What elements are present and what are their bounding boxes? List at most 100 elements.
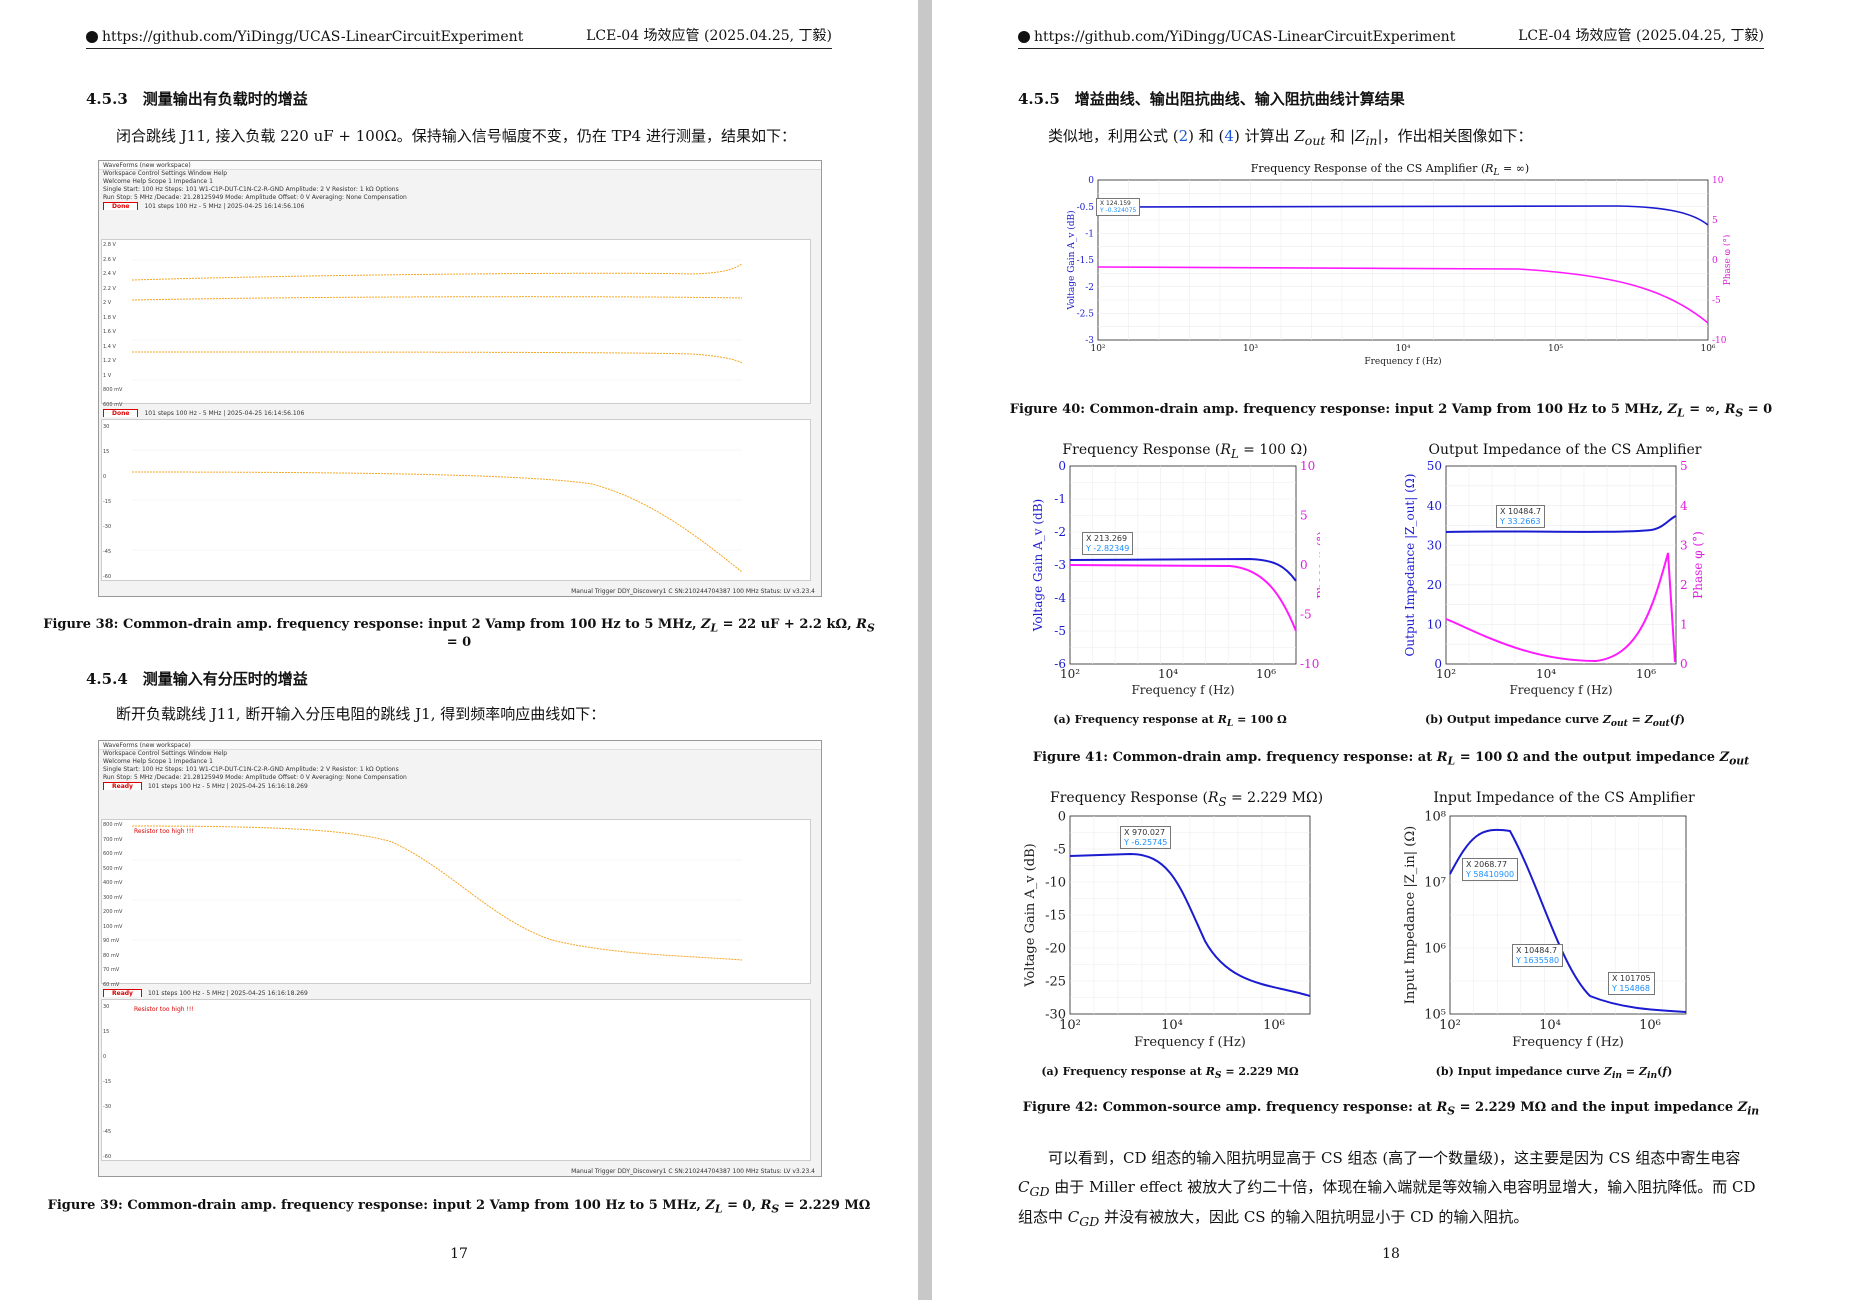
y2tick-label: 2 <box>1680 578 1688 592</box>
gain-curve <box>1069 852 1311 997</box>
ytick-label: -20 <box>1045 942 1066 957</box>
y2tick-label: 5 <box>1680 459 1688 473</box>
app-tabs: Welcome Help Scope 1 Impedance 1 <box>103 758 213 765</box>
header-url[interactable]: https://github.com/YiDingg/UCAS-LinearCi… <box>1034 29 1456 45</box>
ytick-label: 0 <box>1058 810 1066 825</box>
phase-curve <box>1445 552 1676 663</box>
gain-yticks: 800 mV 700 mV 600 mV 500 mV 400 mV 300 mV 200 … <box>102 822 130 988</box>
subcaption-41b: (b) Output impedance curve Zout = Zout(f… <box>1425 713 1685 730</box>
ytick-label: 30 <box>1427 538 1442 552</box>
subcaption-42b: (b) Input impedance curve Zin = Zin(f) <box>1435 1065 1673 1082</box>
ytick-label: 10 <box>1427 618 1442 632</box>
gain-plot: 2.8 V 2.6 V 2.4 V 2.2 V 2 V 1.8 V 1.6 V 1.4 V 1.… <box>101 239 811 408</box>
y2tick-label: 0 <box>1680 657 1688 671</box>
chart-title: Frequency Response (RL = 100 Ω) <box>1062 442 1308 461</box>
ytick-label: 1 V <box>103 372 112 379</box>
sweep-info: 101 steps 100 Hz - 5 MHz | 2025-04-25 16… <box>144 203 305 210</box>
y2tick-label: -10 <box>1300 657 1319 671</box>
sweep-info-phase: 101 steps 100 Hz - 5 MHz | 2025-04-25 16… <box>144 410 305 417</box>
param-row-1: Single Start: 100 Hz Steps: 101 W1-C1P-D… <box>103 186 399 193</box>
chart-fig42a: Frequency Response (RS = 2.229 MΩ) 0 -5 -1… <box>1020 788 1323 1058</box>
status-bar: Manual Trigger DDY_Discovery1 C SN:21024… <box>571 588 815 595</box>
section-4-5-3: 4.5.3 测量输出有负载时的增益 <box>86 90 308 108</box>
ytick-label: 10⁶ <box>1424 942 1446 957</box>
page-number: 18 <box>1382 1246 1400 1262</box>
chart-title: Frequency Response of the CS Amplifier (… <box>1250 162 1530 179</box>
ytick-label: -60 <box>103 1154 112 1160</box>
ytick-label: -45 <box>103 1129 112 1135</box>
phase-yticks: 30 15 0 -15 -30 -45 -60 <box>102 1004 130 1160</box>
y2-axis-label: Phase φ (°) <box>1722 235 1730 286</box>
y2tick-label: 10 <box>1300 459 1315 473</box>
y2tick-label: 3 <box>1680 538 1688 552</box>
y2tick-label: 10 <box>1712 176 1724 186</box>
page-18: https://github.com/YiDingg/UCAS-LinearCi… <box>932 0 1850 1300</box>
y2-axis-label: Phase φ (°) <box>1691 531 1705 599</box>
ytick-label: 200 mV <box>103 909 123 916</box>
y-axis-label: Voltage Gain A_v (dB) <box>1023 843 1038 987</box>
caption-figure-39: Figure 39: Common-drain amp. frequency r… <box>47 1198 871 1216</box>
app-menu: Workspace Control Settings Window Help <box>103 750 228 757</box>
ready-button-phase: Ready <box>103 989 142 997</box>
ytick-label: 10⁷ <box>1424 876 1446 891</box>
status-bar: Manual Trigger DDY_Discovery1 C SN:21024… <box>571 1168 815 1175</box>
y-axis-label: Output Impedance |Z_out| (Ω) <box>1403 474 1417 657</box>
waveforms-screenshot-38: WaveForms (new workspace) Workspace Cont… <box>98 160 822 597</box>
header-url[interactable]: https://github.com/YiDingg/UCAS-LinearCi… <box>102 29 524 45</box>
chart-fig41b: Output Impedance of the CS Amplifier 50 4… <box>1400 440 1710 700</box>
warning-text-phase: Resistor too high !!! <box>134 1006 194 1013</box>
chart-fig42b: Input Impedance of the CS Amplifier 10⁸ 1… <box>1394 788 1714 1058</box>
ytick-label: 1.4 V <box>103 343 116 350</box>
page-header: https://github.com/YiDingg/UCAS-LinearCi… <box>86 27 832 49</box>
ytick-label: 300 mV <box>103 894 123 901</box>
ytick-label: -1 <box>1085 229 1094 239</box>
ytick-label: -45 <box>103 549 112 555</box>
xtick-label: 10⁶ <box>1636 667 1656 681</box>
xtick-label: 10² <box>1436 667 1456 681</box>
ytick-label: -1 <box>1054 492 1066 506</box>
ytick-label: -30 <box>103 1104 112 1110</box>
gain-plot: Resistor too high !!! 800 mV 700 mV 600 mV… <box>101 819 811 988</box>
ytick-label: -2 <box>1054 525 1066 539</box>
xtick-label: 10⁴ <box>1395 344 1410 354</box>
github-icon <box>1018 31 1030 43</box>
gain-curve <box>1097 205 1709 226</box>
chart-fig41a: Frequency Response (RL = 100 Ω) 0 -1 -2 -3 -… <box>1020 440 1320 700</box>
phase-plot: 30 15 0 -15 -30 -45 -60 <box>101 419 811 581</box>
ytick-label: 1.8 V <box>103 314 116 321</box>
paragraph-1: 类似地，利用公式 (2) 和 (4) 计算出 Zout 和 |Zin|，作出相关… <box>1048 127 1533 148</box>
xtick-label: 10² <box>1439 1018 1461 1033</box>
y2tick-label: 5 <box>1300 509 1308 523</box>
ytick-label: 30 <box>103 1004 110 1010</box>
datatip-2: X 10484.7 Y 1635580 <box>1512 944 1564 968</box>
sweep-info: 101 steps 100 Hz - 5 MHz | 2025-04-25 16… <box>147 783 308 790</box>
ytick-label: -15 <box>103 499 112 505</box>
x-axis-label: Frequency f (Hz) <box>1509 683 1612 697</box>
ytick-label: 600 mV <box>103 851 123 858</box>
paragraph-2: 断开负载跳线 J11, 断开输入分压电阻的跳线 J1, 得到频率响应曲线如下： <box>116 705 606 723</box>
y2tick-label: 4 <box>1680 499 1688 513</box>
ytick-label: 90 mV <box>103 938 120 945</box>
ytick-label: 1.2 V <box>103 358 116 365</box>
app-tabs: Welcome Help Scope 1 Impedance 1 <box>103 178 213 185</box>
xtick-label: 10⁶ <box>1639 1018 1661 1033</box>
xtick-label: 10² <box>1060 667 1080 681</box>
datatip-x: X 10484.7 <box>1500 507 1542 516</box>
ytick-label: 500 mV <box>103 865 123 872</box>
chart-fig40: Frequency Response of the CS Amplifier (… <box>1050 160 1730 380</box>
github-icon <box>86 31 98 43</box>
y2tick-label: 0 <box>1300 558 1308 572</box>
ytick-label: 800 mV <box>103 822 123 828</box>
datatip: X 124.159 Y -0.324075 <box>1096 198 1141 217</box>
ytick-label: 600 mV <box>103 402 123 408</box>
caption-figure-40: Figure 40: Common-drain amp. frequency r… <box>1009 402 1773 420</box>
xtick-label: 10² <box>1090 344 1105 354</box>
ytick-label: -2.5 <box>1077 309 1095 319</box>
ytick-label: -10 <box>1045 876 1066 891</box>
ytick-label: 400 mV <box>103 880 123 887</box>
ytick-label: 15 <box>103 1029 110 1035</box>
ytick-label: 2.4 V <box>103 271 116 278</box>
datatip-x: X 124.159 <box>1100 200 1131 207</box>
ytick-label: -2 <box>1085 283 1094 293</box>
ready-button: Ready <box>103 782 142 790</box>
